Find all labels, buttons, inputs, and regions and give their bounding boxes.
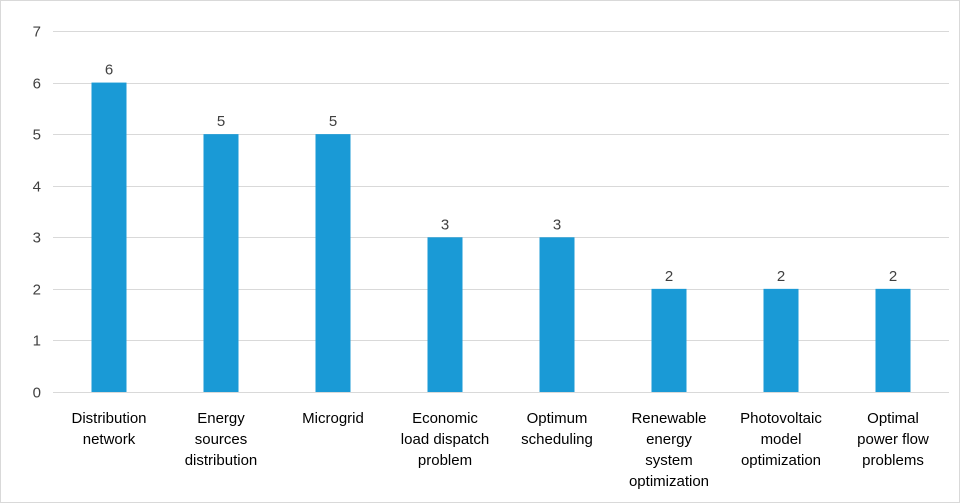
- y-tick-label: 0: [33, 385, 41, 402]
- y-tick-label: 5: [33, 127, 41, 144]
- category-label-line: sources: [195, 431, 248, 448]
- data-label: 5: [217, 113, 225, 130]
- category-label-line: problem: [418, 452, 472, 469]
- category-label-line: optimization: [629, 473, 709, 490]
- bars: [91, 82, 911, 393]
- bar: [315, 134, 351, 392]
- category-label-line: load dispatch: [401, 431, 489, 448]
- data-label: 3: [441, 216, 449, 233]
- category-label-line: Distribution: [71, 410, 146, 427]
- category-label: Energy sources distribution: [185, 410, 258, 469]
- category-label-line: Renewable: [631, 410, 706, 427]
- category-label-line: Optimum: [527, 410, 588, 427]
- category-label-line: energy: [646, 431, 692, 448]
- category-label: Renewable energy system optimization: [629, 410, 709, 490]
- category-label-line: scheduling: [521, 431, 593, 448]
- category-label-line: Optimal: [867, 410, 919, 427]
- category-label: Economic load dispatch problem: [401, 410, 489, 469]
- data-label: 3: [553, 216, 561, 233]
- category-label-line: Microgrid: [302, 410, 364, 427]
- y-tick-label: 4: [33, 179, 41, 196]
- y-tick-label: 1: [33, 333, 41, 350]
- category-label-line: problems: [862, 452, 924, 469]
- data-label: 2: [665, 268, 673, 285]
- data-label: 6: [105, 62, 113, 79]
- data-label: 2: [777, 268, 785, 285]
- y-tick-label: 2: [33, 282, 41, 299]
- category-label-line: optimization: [741, 452, 821, 469]
- bar: [539, 237, 575, 392]
- category-label: Distribution network: [71, 410, 146, 448]
- y-tick-label: 3: [33, 230, 41, 247]
- category-label-line: Energy: [197, 410, 245, 427]
- category-labels: Distribution network Energy sources distribu…: [71, 410, 929, 490]
- category-label: Microgrid: [302, 410, 364, 427]
- data-labels: 6 5 5 3 3 2 2 2: [105, 62, 897, 285]
- category-label-line: model: [761, 431, 802, 448]
- category-label-line: power flow: [857, 431, 929, 448]
- y-tick-label: 6: [33, 76, 41, 93]
- gridlines: [53, 31, 949, 393]
- category-label-line: distribution: [185, 452, 258, 469]
- bar: [763, 288, 799, 392]
- bar: [203, 134, 239, 392]
- category-label-line: system: [645, 452, 693, 469]
- category-label: Optimal power flow problems: [857, 410, 929, 469]
- y-tick-label: 7: [33, 24, 41, 41]
- bar: [875, 288, 911, 392]
- bar: [651, 288, 687, 392]
- category-label: Photovoltaic model optimization: [740, 410, 822, 469]
- data-label: 5: [329, 113, 337, 130]
- category-label-line: network: [83, 431, 136, 448]
- bar: [91, 82, 127, 393]
- category-label-line: Photovoltaic: [740, 410, 822, 427]
- category-label-line: Economic: [412, 410, 478, 427]
- data-label: 2: [889, 268, 897, 285]
- y-axis-tick-labels: 0 1 2 3 4 5 6 7: [33, 24, 41, 402]
- category-label: Optimum scheduling: [521, 410, 593, 448]
- bar: [427, 237, 463, 392]
